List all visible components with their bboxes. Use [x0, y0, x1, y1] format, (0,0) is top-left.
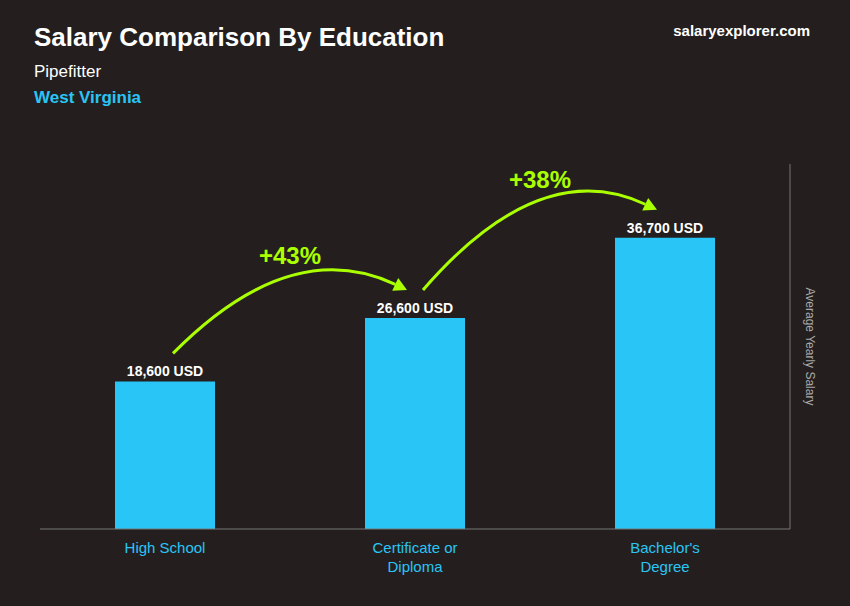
html-text:Salary Comparison By Education: Salary Comparison By Education [34, 22, 445, 52]
svg-text:18,600 USD: 18,600 USD [127, 363, 203, 379]
svg-text:Certificate orDiploma: Certificate orDiploma [372, 539, 457, 575]
html-text:West Virginia: West Virginia [34, 88, 142, 107]
svg-text:+43%: +43% [259, 242, 321, 269]
html-text:salaryexplorer.com: salaryexplorer.com [673, 22, 810, 39]
svg-text:26,600 USD: 26,600 USD [377, 300, 453, 316]
svg-text:36,700 USD: 36,700 USD [627, 220, 703, 236]
svg-text:Bachelor'sDegree: Bachelor'sDegree [630, 539, 700, 575]
html-text:Pipefitter: Pipefitter [34, 62, 102, 81]
svg-text:Average Yearly Salary: Average Yearly Salary [803, 288, 817, 406]
svg-text:High School: High School [125, 539, 206, 556]
svg-text:+38%: +38% [509, 166, 571, 193]
